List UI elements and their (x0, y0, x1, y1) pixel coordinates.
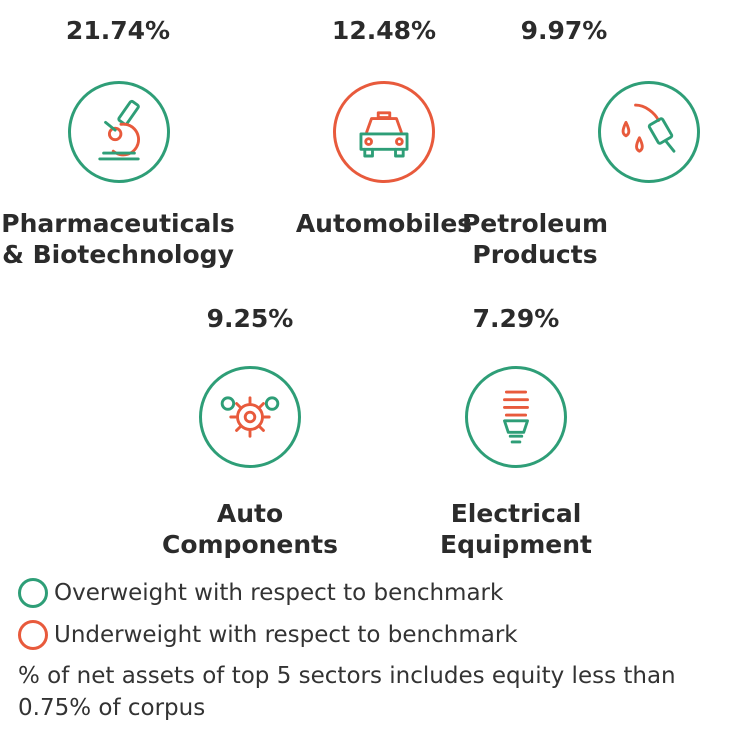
legend-overweight: Overweight with respect to benchmark (18, 578, 503, 608)
bulb-icon (503, 390, 529, 444)
sector-electrical-equipment: 7.29% Electrical Equipment (398, 300, 634, 570)
sector-name-line2: Products (472, 240, 598, 269)
fuel-nozzle-icon (621, 103, 676, 153)
sector-circle (598, 81, 700, 183)
legend-underweight: Underweight with respect to benchmark (18, 620, 518, 650)
sector-name-line1: Petroleum (461, 209, 609, 238)
overweight-circle-icon (18, 578, 48, 608)
sector-percent: 7.29% (472, 304, 560, 333)
sector-name-line1: Electrical (450, 499, 582, 528)
gears-icon (220, 396, 280, 438)
sector-circle (465, 366, 567, 468)
underweight-circle-icon (18, 620, 48, 650)
legend-overweight-label: Overweight with respect to benchmark (54, 580, 504, 606)
sector-name: Pharmaceuticals & Biotechnology (0, 208, 236, 270)
car-icon (359, 111, 409, 158)
sector-automobiles: 12.48% Automobiles (266, 0, 502, 290)
sector-circle (68, 81, 170, 183)
microscope-icon (98, 99, 140, 161)
sector-circle (333, 81, 435, 183)
sector-name: Electrical Equipment (398, 498, 634, 560)
legend-underweight-label: Underweight with respect to benchmark (54, 622, 518, 648)
sector-name-line2: Equipment (440, 530, 592, 559)
sector-name: Automobiles (266, 208, 502, 239)
sector-name-line1: Auto (216, 499, 284, 528)
sector-percent: 21.74% (65, 16, 171, 45)
sector-petroleum: 9.97% Petroleum Products (462, 0, 730, 290)
sector-percent: 9.25% (206, 304, 294, 333)
sector-name-line2: & Biotechnology (2, 240, 234, 269)
sector-name: Auto Components (132, 498, 368, 560)
sector-pharmaceuticals: 21.74% Pharmaceuticals & Biotechnology (0, 0, 236, 290)
footnote: % of net assets of top 5 sectors include… (18, 663, 676, 721)
sector-name-line2: Components (161, 530, 339, 559)
sector-percent: 9.97% (520, 16, 608, 45)
sector-name-line1: Pharmaceuticals (1, 209, 235, 238)
sector-name-line1: Automobiles (295, 209, 473, 238)
sector-auto-components: 9.25% Auto Components (132, 300, 368, 570)
sector-percent: 12.48% (331, 16, 437, 45)
sector-circle (199, 366, 301, 468)
sector-name: Petroleum Products (417, 208, 653, 270)
